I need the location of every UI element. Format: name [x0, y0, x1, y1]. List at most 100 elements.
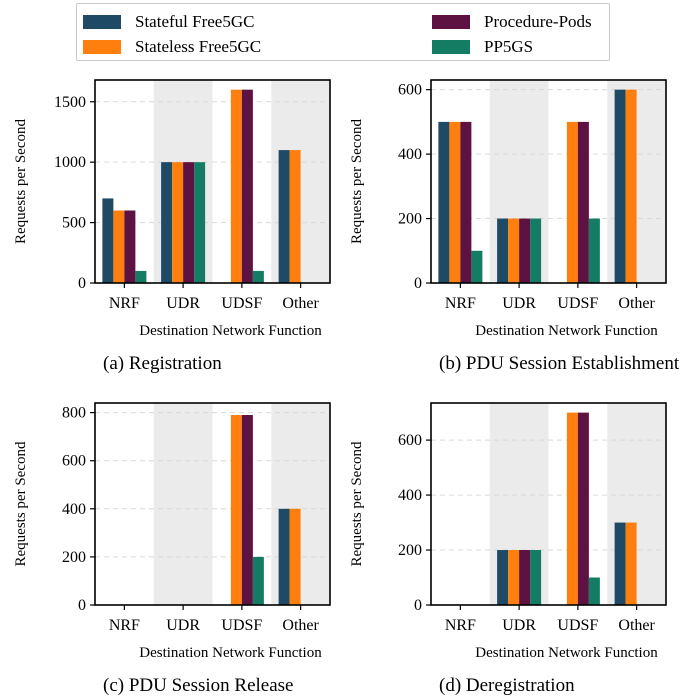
y-tick-label-600: 600	[398, 432, 422, 449]
chart-2: 0 200 400 600 800 NRF UDR UDSF Other Destination …	[13, 402, 331, 696]
legend-swatch-stateful	[83, 15, 121, 29]
bar-procedure-pods-nrf	[460, 121, 472, 283]
bar-stateless-free5gc-udr	[508, 550, 520, 605]
y-axis-title: Requests per Second	[349, 119, 365, 244]
bar-stateful-free5gc-udr	[161, 162, 173, 283]
bar-stateful-free5gc-other	[278, 150, 290, 283]
chart-0: 0 500 1000 1500 NRF UDR UDSF Other Destination N…	[13, 79, 331, 374]
bar-stateless-free5gc-udr	[508, 218, 520, 283]
bar-procedure-pods-udsf	[241, 89, 253, 284]
bar-pp5gs-udsf	[252, 270, 264, 283]
bar-pp5gs-nrf	[135, 270, 147, 283]
legend-label-stateless: Stateless Free5GC	[135, 37, 262, 56]
y-axis-title: Requests per Second	[13, 119, 29, 244]
y-axis-title: Requests per Second	[349, 441, 365, 566]
bar-procedure-pods-udsf	[577, 412, 589, 605]
bar-pp5gs-udr	[194, 162, 206, 283]
legend-swatch-pp5gs	[432, 40, 470, 54]
x-tick-label-udsf: UDSF	[557, 295, 598, 312]
y-tick-label-500: 500	[62, 215, 86, 232]
y-tick-label-400: 400	[62, 501, 86, 518]
x-tick-label-udr: UDR	[166, 295, 200, 312]
bar-stateful-free5gc-other	[614, 522, 626, 605]
legend-swatch-stateless	[83, 40, 121, 54]
bar-pp5gs-udsf	[588, 218, 600, 283]
x-tick-label-udsf: UDSF	[221, 295, 262, 312]
y-tick-label-0: 0	[78, 275, 86, 292]
plot-frame	[430, 402, 667, 606]
legend-label-procedure-pods: Procedure-Pods	[484, 12, 592, 31]
legend-item-stateful: Stateful Free5GC	[83, 12, 254, 32]
x-tick-label-other: Other	[618, 295, 655, 312]
y-tick-label-200: 200	[398, 542, 422, 559]
y-tick-label-0: 0	[414, 597, 422, 614]
bar-stateless-free5gc-udsf	[566, 121, 578, 283]
y-tick-label-600: 600	[62, 453, 86, 470]
y-tick-label-0: 0	[414, 275, 422, 292]
bar-stateless-free5gc-udr	[172, 162, 184, 283]
x-tick-label-other: Other	[618, 617, 655, 634]
bar-procedure-pods-udr	[519, 218, 531, 283]
x-tick-label-nrf: NRF	[109, 295, 140, 312]
y-tick-label-200: 200	[62, 549, 86, 566]
x-tick-label-nrf: NRF	[109, 617, 140, 634]
plot-frame	[94, 402, 331, 606]
y-tick-label-400: 400	[398, 146, 422, 163]
y-tick-label-800: 800	[62, 405, 86, 422]
chart-3: 0 200 400 600 NRF UDR UDSF Other Destination Net…	[349, 402, 667, 696]
x-tick-label-nrf: NRF	[445, 617, 476, 634]
bar-stateless-free5gc-udsf	[230, 89, 242, 284]
legend-label-stateful: Stateful Free5GC	[135, 12, 255, 31]
plot-frame	[430, 79, 667, 284]
bar-procedure-pods-nrf	[124, 210, 136, 283]
bar-pp5gs-udr	[530, 550, 542, 605]
chart-caption: (b) PDU Session Establishment	[439, 353, 680, 374]
x-tick-label-other: Other	[282, 617, 319, 634]
bar-stateless-free5gc-other	[289, 508, 301, 605]
y-tick-label-600: 600	[398, 82, 422, 99]
legend-label-pp5gs: PP5GS	[484, 37, 534, 56]
bar-stateless-free5gc-nrf	[113, 210, 125, 283]
y-tick-label-1500: 1500	[54, 94, 86, 111]
y-tick-label-200: 200	[398, 211, 422, 228]
x-axis-title: Destination Network Function	[139, 645, 322, 661]
bar-stateful-free5gc-nrf	[438, 121, 450, 283]
x-tick-label-udr: UDR	[166, 617, 200, 634]
bar-procedure-pods-udr	[183, 162, 195, 283]
bar-stateless-free5gc-other	[625, 522, 637, 605]
x-tick-label-nrf: NRF	[445, 295, 476, 312]
bar-stateful-free5gc-other	[614, 89, 626, 284]
y-axis-title: Requests per Second	[13, 441, 29, 566]
chart-caption: (a) Registration	[103, 353, 222, 374]
x-tick-label-udsf: UDSF	[221, 617, 262, 634]
bar-pp5gs-udr	[530, 218, 542, 283]
x-tick-label-other: Other	[282, 295, 319, 312]
chart-caption: (d) Deregistration	[439, 675, 575, 696]
y-tick-label-0: 0	[78, 597, 86, 614]
x-tick-label-udsf: UDSF	[557, 617, 598, 634]
x-axis-title: Destination Network Function	[139, 323, 322, 339]
bar-stateless-free5gc-udsf	[566, 412, 578, 605]
legend: Stateful Free5GC Stateless Free5GC Proce…	[76, 3, 610, 61]
bar-procedure-pods-udsf	[577, 121, 589, 283]
bar-stateful-free5gc-udr	[497, 218, 509, 283]
legend-swatch-procedure-pods	[432, 15, 470, 29]
x-tick-label-udr: UDR	[502, 295, 536, 312]
bar-stateful-free5gc-nrf	[102, 198, 114, 283]
bar-procedure-pods-udsf	[241, 415, 253, 605]
plot-frame	[94, 79, 331, 284]
bar-pp5gs-udsf	[252, 556, 264, 605]
chart-caption: (c) PDU Session Release	[103, 675, 294, 696]
chart-1: 0 200 400 600 NRF UDR UDSF Other Destination Net…	[349, 79, 680, 374]
bar-stateful-free5gc-udr	[497, 550, 509, 605]
x-axis-title: Destination Network Function	[475, 645, 658, 661]
x-axis-title: Destination Network Function	[475, 323, 658, 339]
legend-item-pp5gs: PP5GS	[432, 37, 533, 57]
y-tick-label-400: 400	[398, 487, 422, 504]
bar-pp5gs-nrf	[471, 250, 483, 283]
band-udr	[153, 403, 213, 605]
bar-stateless-free5gc-udsf	[230, 415, 242, 605]
bar-procedure-pods-udr	[519, 550, 531, 605]
legend-item-stateless: Stateless Free5GC	[83, 37, 261, 57]
